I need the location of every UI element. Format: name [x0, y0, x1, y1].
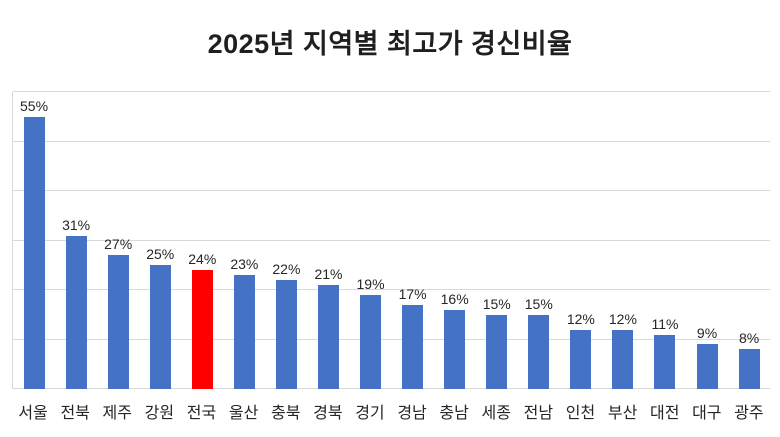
- bar: [149, 265, 171, 389]
- gridline: [13, 140, 770, 142]
- bar-column: 11%: [644, 92, 686, 389]
- bar: [738, 349, 760, 389]
- chart-title: 2025년 지역별 최고가 경신비율: [207, 29, 573, 59]
- bar-value-label: 16%: [440, 290, 469, 307]
- bar-column: 8%: [728, 92, 770, 389]
- bar-value-label: 22%: [272, 261, 301, 278]
- bar-column: 27%: [97, 92, 139, 389]
- x-axis-category-label: 부산: [607, 405, 638, 422]
- bar-column: 17%: [392, 92, 434, 389]
- bar-value-label: 25%: [146, 246, 175, 263]
- x-axis-labels: 서울 전북 제주 강원 전국 울산 충북 경북 경기 경남 충남 세종 전남 인천 부산 대전 대구 광주: [12, 399, 770, 423]
- gridline: [13, 190, 770, 191]
- x-axis-category-label: 세종: [481, 405, 511, 422]
- bar: [570, 329, 592, 389]
- gridline: [13, 239, 770, 241]
- gridline: [13, 289, 770, 290]
- bar-column: 21%: [307, 92, 349, 389]
- bar-value-label: 12%: [566, 310, 595, 327]
- bar-column: 15%: [518, 92, 560, 389]
- bar-highlighted: [191, 270, 213, 389]
- bar-value-label: 23%: [230, 256, 259, 273]
- bar-value-label: 8%: [738, 330, 760, 347]
- bar: [65, 235, 87, 389]
- x-axis-category-label: 대구: [692, 405, 722, 422]
- x-axis-category-label: 경북: [313, 405, 343, 422]
- bar-value-label: 24%: [188, 251, 217, 268]
- x-axis-category-label: 울산: [228, 405, 259, 422]
- bar-value-label: 11%: [651, 315, 679, 332]
- x-axis-category-label: 제주: [102, 405, 132, 422]
- bar-value-label: 17%: [398, 285, 427, 302]
- x-axis-category-label: 충북: [270, 405, 301, 422]
- bar-value-label: 31%: [62, 216, 91, 233]
- bar-column: 31%: [55, 92, 97, 389]
- bar: [275, 280, 297, 389]
- bar-column: 9%: [686, 92, 728, 389]
- bar-value-label: 55%: [20, 97, 49, 114]
- gridline: [13, 91, 770, 92]
- bar-value-label: 21%: [314, 266, 343, 283]
- bar: [360, 294, 382, 389]
- bar: [654, 334, 676, 389]
- x-axis-category-label: 인천: [565, 405, 596, 422]
- bar: [486, 314, 508, 389]
- bar-value-label: 15%: [482, 295, 511, 312]
- bar-column: 22%: [265, 92, 307, 389]
- bar-column: 16%: [434, 92, 476, 389]
- gridline: [13, 388, 770, 389]
- x-axis-category-label: 경남: [397, 405, 427, 422]
- x-axis-category-label: 전북: [60, 405, 90, 422]
- plot-area: 55% 31% 27% 25% 24% 23% 22% 21% 19% 17% 16% 15% 15% 1…: [12, 91, 770, 389]
- bar-column: 12%: [560, 92, 602, 389]
- bar-column: 12%: [602, 92, 644, 389]
- bar-column: 19%: [350, 92, 392, 389]
- x-axis-category-label: 전국: [186, 405, 217, 422]
- x-axis-category-label: 광주: [734, 405, 764, 422]
- x-axis-category-label: 경기: [355, 405, 385, 422]
- bar-column: 55%: [13, 92, 55, 389]
- x-axis-category-label: 전남: [523, 405, 554, 422]
- bar: [402, 304, 424, 389]
- x-axis-category-label: 충남: [439, 405, 469, 422]
- bar: [444, 309, 466, 389]
- bar: [233, 275, 255, 389]
- bar-value-label: 15%: [524, 295, 553, 312]
- bar-column: 23%: [223, 92, 265, 389]
- bar-value-label: 19%: [356, 275, 385, 292]
- x-axis-category-label: 서울: [18, 405, 48, 422]
- bar-column: 24%: [181, 92, 223, 389]
- bar-value-label: 9%: [696, 325, 718, 342]
- bar-value-label: 12%: [608, 310, 637, 327]
- bar: [107, 255, 129, 389]
- gridline: [13, 338, 770, 340]
- x-axis-category-label: 강원: [144, 405, 175, 422]
- bar: [317, 285, 339, 389]
- bar: [612, 329, 634, 389]
- x-axis-category-label: 대전: [649, 405, 680, 422]
- bar: [696, 344, 718, 389]
- bar: [23, 116, 45, 389]
- bar-column: 25%: [139, 92, 181, 389]
- bar: [528, 314, 550, 389]
- bar-column: 15%: [476, 92, 518, 389]
- bars-row: 55% 31% 27% 25% 24% 23% 22% 21% 19% 17% 16% 15% 15% 1…: [13, 92, 770, 389]
- bar-value-label: 27%: [104, 236, 133, 253]
